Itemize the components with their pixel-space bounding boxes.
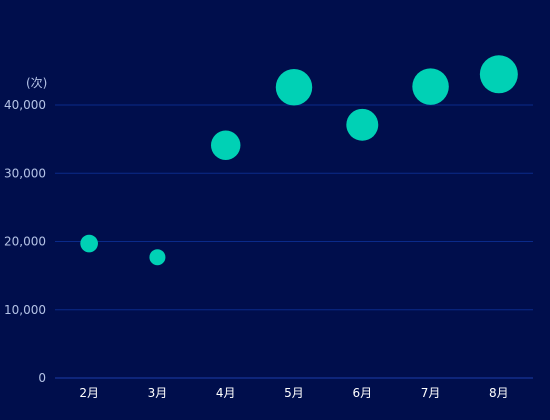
- gridlines: [55, 104, 533, 311]
- y-tick-label: 30,000: [4, 166, 46, 180]
- data-point[interactable]: [346, 108, 379, 141]
- y-tick-label: 20,000: [4, 235, 46, 249]
- x-tick-label: 2月: [79, 386, 99, 400]
- data-point[interactable]: [210, 130, 241, 160]
- x-tick-label: 8月: [489, 386, 509, 400]
- y-axis-ticks: 0 10,000 20,000 30,000 40,000: [4, 98, 46, 385]
- x-tick-label: 5月: [284, 386, 304, 400]
- x-tick-label: 7月: [421, 386, 441, 400]
- y-tick-label: 0: [38, 371, 46, 385]
- x-tick-label: 6月: [352, 386, 372, 400]
- data-points: [80, 55, 518, 266]
- data-point[interactable]: [80, 234, 98, 253]
- data-point[interactable]: [479, 55, 518, 94]
- x-axis-ticks: 2月 3月 4月 5月 6月 7月 8月: [79, 386, 508, 400]
- data-point[interactable]: [275, 69, 313, 106]
- y-tick-label: 40,000: [4, 98, 46, 112]
- data-point[interactable]: [149, 249, 166, 266]
- y-axis-unit-label: (次): [26, 76, 47, 90]
- y-tick-label: 10,000: [4, 303, 46, 317]
- x-tick-label: 3月: [148, 386, 168, 400]
- x-tick-label: 4月: [216, 386, 236, 400]
- data-point[interactable]: [412, 68, 449, 105]
